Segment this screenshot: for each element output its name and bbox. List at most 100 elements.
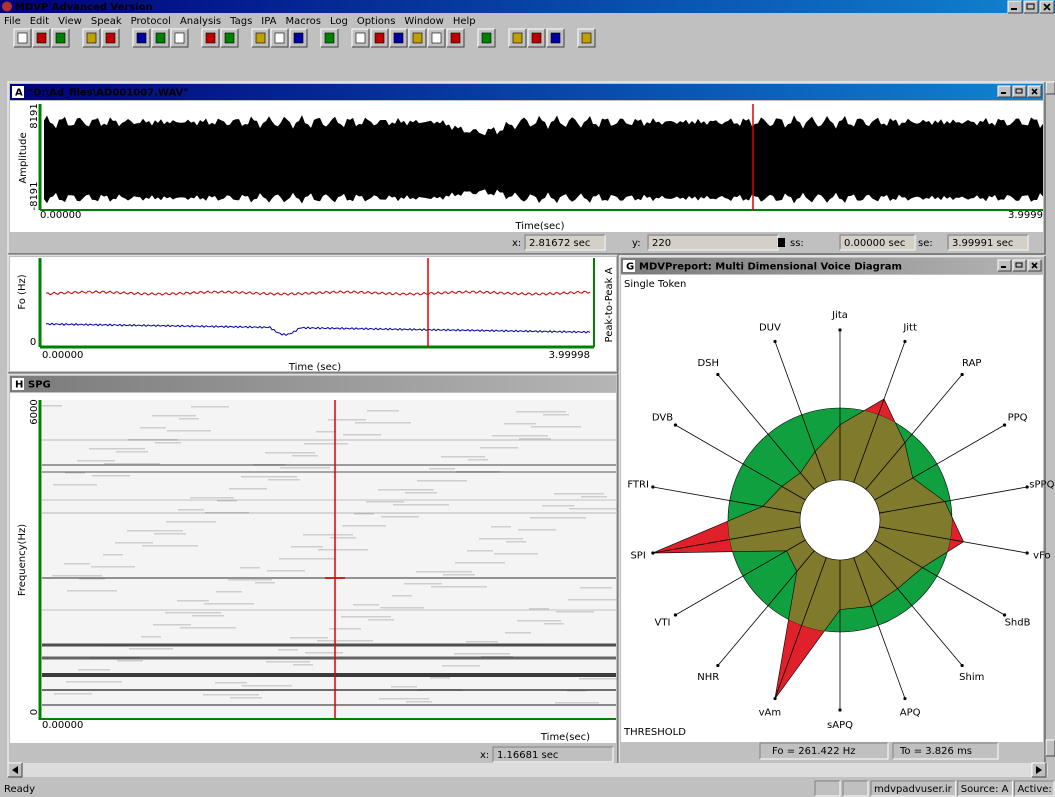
- panel: [1008, 1, 1022, 13]
- spectrogram-noise: [241, 476, 297, 478]
- spectrogram-noise: [52, 575, 102, 577]
- toolbar-icon[interactable]: [325, 33, 334, 43]
- toolbar-icon[interactable]: [175, 33, 184, 43]
- spectrogram-noise: [429, 468, 455, 470]
- menu-item[interactable]: Help: [453, 16, 476, 27]
- spectrogram-noise: [42, 405, 62, 407]
- panel: [1013, 260, 1026, 271]
- toolbar-icon[interactable]: [413, 33, 422, 43]
- spoke-tip: [903, 340, 906, 343]
- menu-item[interactable]: View: [58, 16, 82, 27]
- spoke-tip: [773, 340, 776, 343]
- spectrogram-noise: [330, 537, 356, 539]
- spectrogram-noise: [177, 600, 209, 602]
- x-tick-label: 3.9999: [1008, 210, 1043, 221]
- toolbar-icon[interactable]: [394, 33, 403, 43]
- panel: [1013, 86, 1026, 97]
- toolbar-icon[interactable]: [137, 33, 146, 43]
- spectrogram-noise: [580, 587, 612, 589]
- menu-item[interactable]: Speak: [91, 16, 122, 27]
- spectrogram-noise: [380, 607, 424, 609]
- spectrogram-noise: [280, 467, 330, 469]
- menu-item[interactable]: Window: [404, 16, 443, 27]
- menu-item[interactable]: IPA: [261, 16, 276, 27]
- toolbar-icon[interactable]: [206, 33, 215, 43]
- spectrogram-noise: [381, 516, 419, 518]
- parameter-label: VTI: [655, 618, 671, 629]
- toolbar-icon[interactable]: [432, 33, 441, 43]
- spectrogram-noise: [268, 479, 300, 481]
- parameter-label: DVB: [652, 413, 673, 424]
- status-value: 220: [652, 238, 671, 249]
- parameter-label: RAP: [962, 358, 981, 369]
- spectrogram-noise: [554, 493, 604, 495]
- toolbar-icon[interactable]: [582, 33, 591, 43]
- y-axis-label: Amplitude: [18, 132, 29, 183]
- spectrogram-noise: [517, 620, 561, 622]
- spectrogram-noise: [556, 611, 594, 613]
- scroll-track: [8, 763, 1048, 777]
- toolbar-icon[interactable]: [156, 33, 165, 43]
- toolbar-icon[interactable]: [275, 33, 284, 43]
- spectrogram-noise: [393, 504, 449, 506]
- toolbar-icon[interactable]: [482, 33, 491, 43]
- menu-item[interactable]: Edit: [30, 16, 49, 27]
- spectrogram-noise: [430, 677, 450, 679]
- toolbar-icon[interactable]: [37, 33, 46, 43]
- toolbar-icon[interactable]: [356, 33, 365, 43]
- x-tick-label: 0.00000: [40, 210, 81, 221]
- spectrogram-noise: [317, 640, 373, 642]
- toolbar-icon[interactable]: [56, 33, 65, 43]
- parameter-label: sAPQ: [827, 720, 853, 731]
- parameter-label: PPQ: [1008, 413, 1028, 424]
- spectrogram-noise: [506, 541, 526, 543]
- spectrogram-noise: [543, 414, 569, 416]
- y-tick-label: 6000: [29, 399, 40, 424]
- status-field: Source: A: [961, 784, 1009, 795]
- menu-item[interactable]: Protocol: [131, 16, 171, 27]
- toolbar-icon[interactable]: [513, 33, 522, 43]
- spectrogram-noise: [581, 496, 607, 498]
- spectrogram-noise: [167, 430, 211, 432]
- spectrogram-noise: [454, 653, 510, 655]
- toolbar-icon[interactable]: [106, 33, 115, 43]
- toolbar-icon[interactable]: [87, 33, 96, 43]
- status-value: 1.16681 sec: [497, 750, 558, 761]
- toolbar-icon[interactable]: [551, 33, 560, 43]
- spoke-tip: [651, 551, 654, 554]
- spectrogram-noise: [127, 530, 183, 532]
- menu-item[interactable]: File: [4, 16, 21, 27]
- parameter-label: NHR: [697, 672, 719, 683]
- menu-item[interactable]: Analysis: [180, 16, 221, 27]
- parameter-label: APQ: [900, 708, 921, 719]
- spectrogram-noise: [240, 567, 260, 569]
- spectrogram-noise: [117, 660, 143, 662]
- spectrogram-noise: [529, 608, 549, 610]
- toolbar-icon[interactable]: [225, 33, 234, 43]
- spoke-tip: [716, 664, 719, 667]
- toolbar-icon[interactable]: [294, 33, 303, 43]
- menu-item[interactable]: Log: [330, 16, 348, 27]
- spectrogram-noise: [293, 664, 313, 666]
- menu-item[interactable]: Macros: [285, 16, 320, 27]
- toolbar-icon[interactable]: [375, 33, 384, 43]
- spoke-tip: [1003, 613, 1006, 616]
- spoke-tip: [651, 485, 654, 488]
- parameter-label: FTRI: [627, 479, 649, 490]
- toolbar-icon[interactable]: [451, 33, 460, 43]
- spectrogram-noise: [466, 641, 498, 643]
- toolbar-icon[interactable]: [532, 33, 541, 43]
- y-tick-label: -8191: [29, 181, 40, 210]
- toolbar-icon[interactable]: [18, 33, 27, 43]
- spectrogram-noise: [368, 619, 394, 621]
- spectrogram-noise: [544, 623, 564, 625]
- spectrogram-noise: [230, 697, 262, 699]
- spectrogram-noise: [318, 549, 368, 551]
- menu-item[interactable]: Tags: [229, 16, 252, 27]
- spectrogram-noise: [129, 648, 173, 650]
- menu-item[interactable]: Options: [357, 16, 396, 27]
- spectrogram-noise: [569, 508, 619, 510]
- window-id: H: [15, 380, 23, 391]
- spectrogram-noise: [178, 509, 204, 511]
- toolbar-icon[interactable]: [256, 33, 265, 43]
